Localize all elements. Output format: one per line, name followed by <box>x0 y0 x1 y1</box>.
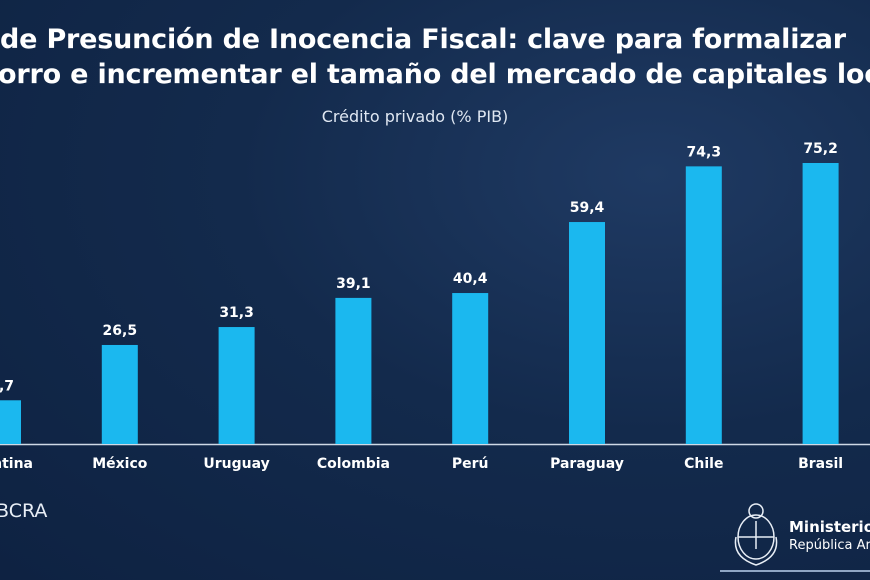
bar-5 <box>569 222 605 444</box>
category-label-3: Colombia <box>317 456 390 472</box>
ministry-name: Ministerio d <box>789 518 870 536</box>
footer-rule <box>720 570 870 572</box>
bar-3 <box>335 297 372 444</box>
category-label-7: Brasil <box>798 456 843 472</box>
data-label-4: 40,4 <box>453 271 488 287</box>
title-line-1: de Presunción de Inocencia Fiscal: clave… <box>0 24 846 55</box>
bar-0 <box>0 400 21 444</box>
source-label: BCRA <box>0 500 48 522</box>
category-label-0: ntina <box>0 456 33 472</box>
category-label-5: Paraguay <box>550 456 624 472</box>
category-label-4: Perú <box>452 456 489 472</box>
title-line-2: orro e incrementar el tamaño del mercado… <box>0 59 870 90</box>
data-label-0: ,7 <box>0 378 14 394</box>
data-label-5: 59,4 <box>570 200 605 216</box>
bar-2 <box>218 327 255 444</box>
data-label-1: 26,5 <box>103 323 138 339</box>
ministry-country: República Arg <box>789 538 870 553</box>
category-label-2: Uruguay <box>203 456 269 472</box>
bar-4 <box>452 293 489 444</box>
data-label-3: 39,1 <box>336 276 371 292</box>
coat-of-arms-logo <box>734 503 778 566</box>
bar-7 <box>802 163 839 444</box>
bar-1 <box>101 344 138 444</box>
data-label-7: 75,2 <box>803 141 838 157</box>
category-label-1: México <box>92 456 148 472</box>
data-label-6: 74,3 <box>687 144 722 160</box>
data-label-2: 31,3 <box>219 305 254 321</box>
chart-title: Crédito privado (% PIB) <box>321 107 509 126</box>
category-label-6: Chile <box>684 456 723 472</box>
bar-6 <box>685 166 722 444</box>
